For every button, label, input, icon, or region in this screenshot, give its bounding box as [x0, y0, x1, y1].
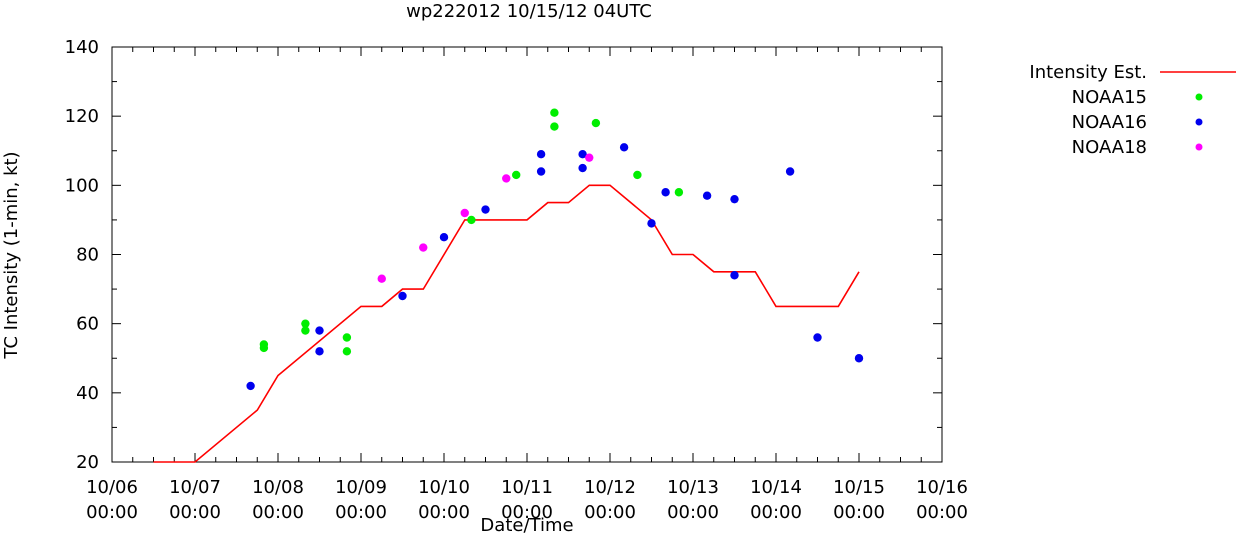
x-tick-label-time: 00:00: [584, 502, 636, 523]
x-tick-label-date: 10/07: [169, 477, 221, 498]
x-axis: 10/06 00:00 10/07 00:00 10/08 00:00 10/09 00:00…: [86, 47, 968, 523]
data-point: [647, 219, 656, 228]
y-axis: 20 40 60 80 100 120 140: [65, 37, 942, 473]
data-point: [342, 347, 352, 356]
data-point: [481, 205, 490, 214]
y-tick-label: 120: [65, 106, 99, 127]
intensity-line: [153, 184, 860, 463]
x-tick-label-date: 10/14: [750, 477, 802, 498]
legend-point-swatch: [1195, 118, 1203, 126]
data-point: [785, 167, 795, 176]
series-noaa15: [259, 108, 684, 356]
data-point: [578, 163, 587, 173]
x-tick-label-time: 00:00: [169, 502, 221, 523]
x-tick-label-date: 10/13: [667, 477, 719, 498]
x-tick-label-time: 00:00: [501, 502, 553, 523]
data-point: [467, 215, 476, 225]
series-noaa16: [246, 143, 864, 391]
chart-title: wp222012 10/15/12 04UTC: [406, 1, 652, 22]
data-point: [550, 108, 559, 117]
data-point: [512, 170, 521, 180]
y-tick-label: 40: [76, 383, 99, 404]
data-point: [730, 194, 739, 204]
data-point: [674, 188, 684, 197]
legend-point-swatch: [1195, 93, 1203, 101]
data-point: [377, 274, 386, 283]
x-tick-label-time: 00:00: [750, 502, 802, 523]
x-axis-label: Date/Time: [480, 515, 573, 534]
data-point: [578, 150, 587, 159]
data-point: [536, 167, 546, 176]
x-tick-label-date: 10/16: [916, 477, 968, 498]
data-point: [439, 233, 449, 242]
data-point: [854, 354, 864, 363]
data-point: [398, 291, 407, 301]
x-tick-label-time: 00:00: [916, 502, 968, 523]
data-point: [419, 243, 428, 252]
x-tick-label-date: 10/08: [252, 477, 304, 498]
data-point: [342, 333, 352, 342]
y-tick-label: 140: [65, 37, 99, 58]
data-point: [315, 347, 324, 356]
x-tick-label-date: 10/11: [501, 477, 553, 498]
legend-label: NOAA15: [1072, 87, 1147, 108]
data-point: [730, 271, 739, 280]
y-tick-label: 20: [76, 452, 99, 473]
legend-label: Intensity Est.: [1029, 62, 1147, 83]
data-point: [259, 340, 269, 349]
x-tick-label-time: 00:00: [335, 502, 387, 523]
data-point: [460, 208, 469, 218]
data-point: [813, 333, 822, 342]
data-point: [550, 122, 559, 131]
data-point: [536, 150, 546, 159]
x-tick-label-date: 10/06: [86, 477, 138, 498]
series-intensity-est: [153, 184, 860, 463]
y-tick-label: 80: [76, 245, 99, 266]
legend-point-swatch: [1195, 143, 1203, 151]
data-point: [591, 118, 601, 128]
data-point: [301, 319, 310, 328]
legend: Intensity Est. NOAA15 NOAA16 NOAA18: [1029, 62, 1236, 158]
x-tick-label-time: 00:00: [833, 502, 885, 523]
x-tick-label-time: 00:00: [418, 502, 470, 523]
data-point: [702, 191, 712, 200]
series-noaa18: [377, 153, 594, 283]
x-tick-label-time: 00:00: [667, 502, 719, 523]
data-point: [315, 326, 324, 335]
series-layer: [153, 108, 864, 463]
x-tick-label-date: 10/10: [418, 477, 470, 498]
data-point: [661, 188, 670, 197]
y-tick-label: 60: [76, 314, 99, 335]
x-tick-label-date: 10/09: [335, 477, 387, 498]
x-tick-label-date: 10/15: [833, 477, 885, 498]
x-tick-label-date: 10/12: [584, 477, 636, 498]
x-tick-label-time: 00:00: [86, 502, 138, 523]
plot-frame: [111, 46, 943, 463]
data-point: [301, 326, 310, 335]
data-point: [585, 153, 594, 162]
y-tick-label: 100: [65, 175, 99, 196]
data-point: [502, 174, 511, 183]
legend-label: NOAA16: [1072, 112, 1147, 133]
y-axis-label: TC Intensity (1-min, kt): [1, 151, 22, 359]
data-point: [246, 381, 255, 391]
data-point: [633, 170, 642, 180]
data-point: [619, 143, 629, 152]
x-tick-label-time: 00:00: [252, 502, 304, 523]
legend-label: NOAA18: [1072, 137, 1147, 158]
